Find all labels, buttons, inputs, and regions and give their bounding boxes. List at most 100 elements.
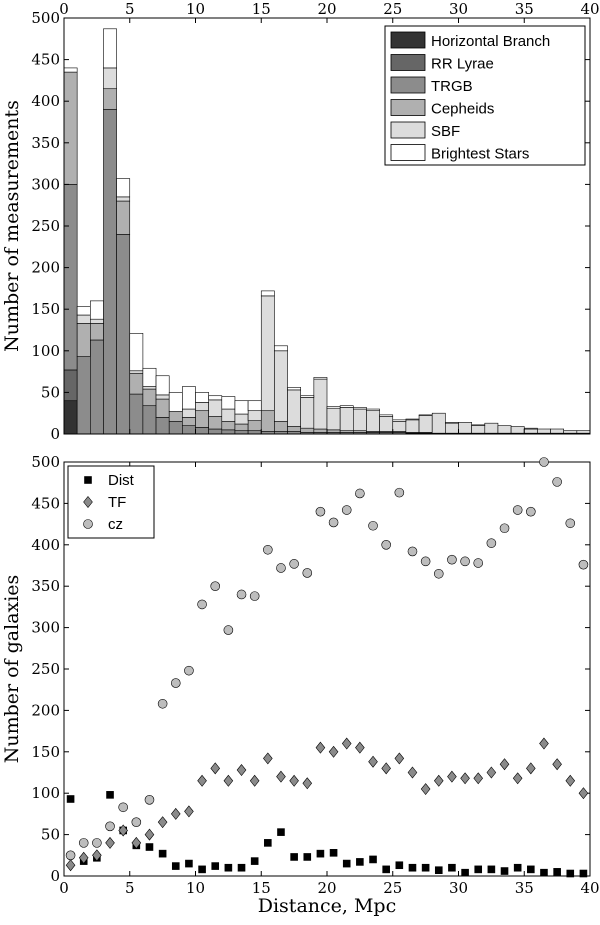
point-tf <box>512 772 523 785</box>
bar-trgb <box>142 405 157 435</box>
point-tf <box>539 737 549 750</box>
bar-sbf <box>523 428 538 434</box>
point-tf <box>157 816 168 829</box>
point-cz <box>526 506 536 517</box>
point-cz <box>276 563 286 573</box>
bar-sbf <box>313 378 328 430</box>
bar-trgb <box>221 429 236 435</box>
point-tf <box>433 774 444 787</box>
point-cz <box>197 599 207 610</box>
x-tick-label-top: 20 <box>317 0 336 18</box>
bar-brightest-stars <box>274 345 288 352</box>
x-tick-label: 5 <box>125 879 135 897</box>
bar-brightest-stars <box>523 427 538 430</box>
bar-brightest-stars <box>76 306 91 316</box>
y-tick-label: 400 <box>31 536 60 554</box>
point-tf <box>526 762 536 775</box>
point-dist <box>198 865 206 874</box>
point-tf <box>328 745 339 758</box>
y-axis-title: Number of galaxies <box>1 575 23 764</box>
point-cz <box>170 678 181 688</box>
bar-sbf <box>90 318 104 324</box>
y-tick-label: 350 <box>31 134 60 152</box>
bar-trgb <box>103 109 117 435</box>
point-dist <box>211 862 220 870</box>
legend: Dist TF cz <box>67 465 155 539</box>
point-tf <box>144 828 155 841</box>
point-cz <box>420 556 431 567</box>
point-dist <box>171 862 180 870</box>
bar-brightest-stars <box>260 290 275 297</box>
point-dist <box>237 863 246 872</box>
point-tf <box>486 766 497 779</box>
x-tick-label-top: 10 <box>186 0 205 18</box>
point-cz <box>144 795 155 805</box>
point-tf <box>65 859 76 872</box>
point-cz <box>92 838 102 848</box>
legend-box <box>67 465 155 539</box>
x-axis-title: Distance, Mpc <box>258 895 396 917</box>
y-tick-label: 350 <box>31 577 60 595</box>
point-cz <box>407 546 418 557</box>
bar-cepheids <box>142 388 157 407</box>
bar-cepheids <box>247 420 262 431</box>
legend-swatch <box>390 121 426 139</box>
point-tf <box>276 770 286 783</box>
point-dist <box>303 853 312 861</box>
x-tick-label-top: 5 <box>125 0 135 18</box>
point-cz <box>355 488 365 499</box>
bar-sbf <box>195 402 209 412</box>
point-dist <box>527 865 535 874</box>
legend-swatch <box>390 76 426 94</box>
point-tf <box>236 764 247 776</box>
y-tick-label: 200 <box>31 701 60 719</box>
bar-brightest-stars <box>116 178 131 198</box>
bar-sbf <box>274 350 288 422</box>
histogram-bars <box>63 28 591 435</box>
point-dist <box>277 828 285 836</box>
x-tick-label: 40 <box>580 879 599 897</box>
bar-trgb <box>129 393 144 435</box>
legend-marker <box>83 519 93 529</box>
x-tick-label: 30 <box>449 879 468 897</box>
point-tf <box>170 807 181 820</box>
bar-cepheids <box>103 88 117 110</box>
bar-sbf <box>431 412 446 434</box>
bar-brightest-stars <box>182 386 196 410</box>
point-dist <box>382 865 390 874</box>
point-dist <box>158 849 167 858</box>
bar-trgb <box>90 339 104 435</box>
point-cz <box>223 625 234 635</box>
legend: Horizontal Branch RR Lyrae TRGB Cepheids SBF… <box>384 25 586 166</box>
point-dist <box>356 858 364 866</box>
y-tick-label: 150 <box>31 743 60 761</box>
y-tick-label: 500 <box>31 9 60 27</box>
y-tick-label: 300 <box>31 175 60 193</box>
bar-sbf <box>116 196 131 202</box>
point-tf <box>473 772 484 785</box>
y-tick-label: 150 <box>31 300 60 318</box>
point-cz <box>78 838 89 848</box>
bar-sbf <box>300 397 315 429</box>
point-dist <box>566 869 575 878</box>
point-tf <box>249 774 260 787</box>
point-dist <box>513 863 522 872</box>
point-dist <box>264 839 272 847</box>
point-dist <box>316 849 325 858</box>
legend-label: TRGB <box>431 78 473 95</box>
point-cz <box>381 539 391 550</box>
bar-sbf <box>76 314 91 324</box>
x-tick-label-top: 15 <box>252 0 271 18</box>
legend-label: Horizontal Branch <box>431 33 550 50</box>
point-dist <box>369 855 377 864</box>
point-dist <box>579 869 588 878</box>
legend-marker <box>84 476 92 484</box>
bar-brightest-stars <box>247 400 262 412</box>
x-tick-label: 15 <box>252 879 271 897</box>
bar-sbf <box>405 419 420 433</box>
bar-brightest-stars <box>445 422 459 424</box>
bar-brightest-stars <box>208 395 223 401</box>
point-tf <box>355 741 365 754</box>
point-tf <box>302 777 313 790</box>
point-cz <box>249 591 260 601</box>
